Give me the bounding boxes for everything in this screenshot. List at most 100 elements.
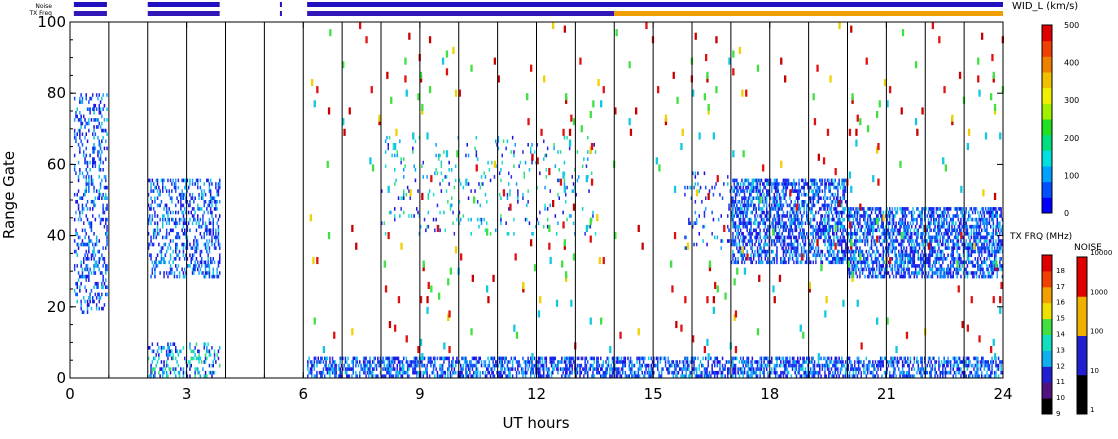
scatter-point: [891, 210, 894, 215]
scatter-point: [561, 367, 563, 371]
scatter-point: [706, 370, 708, 375]
scatter-point: [387, 143, 389, 147]
scatter-point: [908, 374, 910, 378]
scatter-point: [767, 210, 769, 215]
scatter-point: [806, 360, 808, 364]
scatter-point: [180, 203, 182, 208]
scatter-point: [199, 249, 202, 254]
scatter-point: [830, 356, 833, 361]
scatter-point: [864, 370, 866, 375]
scatter-point: [802, 214, 804, 218]
scatter-point: [900, 242, 903, 247]
scatter-point: [351, 367, 353, 371]
scatter-point: [903, 370, 905, 375]
scatter-point: [461, 367, 463, 371]
scatter-point: [440, 164, 443, 168]
scatter-point: [590, 171, 593, 176]
scatter-point: [808, 249, 811, 254]
scatter-point: [869, 221, 871, 225]
scatter-point: [533, 356, 536, 361]
scatter-point: [95, 189, 98, 193]
scatter-point: [158, 353, 160, 357]
scatter-point: [86, 303, 89, 307]
scatter-point: [804, 367, 807, 371]
scatter-point: [657, 360, 659, 364]
scatter-point: [90, 96, 93, 101]
scatter-point: [84, 135, 86, 140]
scatter-point: [751, 185, 754, 190]
scatter-point: [891, 267, 894, 272]
scatter-point: [861, 232, 864, 236]
scatter-point: [461, 374, 463, 378]
scatter-point: [84, 299, 86, 304]
scatter-point: [89, 207, 91, 211]
scatter-point: [168, 192, 170, 197]
scatter-point: [338, 367, 340, 371]
scatter-point: [150, 257, 152, 261]
scatter-point: [874, 360, 877, 364]
scatter-point: [80, 303, 82, 307]
scatter-point: [76, 253, 78, 257]
scatter-point: [774, 189, 777, 193]
scatter-point: [164, 253, 167, 257]
scatter-point: [316, 360, 318, 364]
scatter-point: [523, 171, 525, 176]
scatter-point: [413, 367, 415, 371]
scatter-point: [794, 189, 796, 193]
scatter-point: [498, 370, 501, 375]
scatter-point: [84, 192, 86, 197]
scatter-point: [543, 224, 545, 229]
scatter-point: [615, 370, 617, 375]
scatter-point: [942, 367, 944, 371]
scatter-point: [872, 370, 874, 375]
scatter-point: [763, 367, 765, 371]
scatter-point: [890, 239, 892, 243]
scatter-point: [856, 260, 859, 265]
scatter-point: [471, 374, 474, 378]
scatter-point: [707, 374, 709, 378]
scatter-point: [798, 221, 800, 225]
scatter-point: [797, 217, 799, 222]
scatter-point: [167, 346, 169, 350]
scatter-point: [566, 367, 568, 371]
scatter-point: [593, 356, 595, 361]
scatter-point: [797, 242, 799, 247]
scatter-point: [162, 189, 164, 193]
scatter-point: [147, 217, 150, 222]
scatter-point: [822, 363, 825, 368]
scatter-point: [829, 224, 831, 229]
scatter-point: [764, 200, 767, 204]
scatter-point: [99, 107, 102, 111]
scatter-point: [732, 232, 734, 236]
scatter-point: [854, 360, 856, 364]
noise-status-segment: [307, 2, 1003, 7]
scatter-point: [899, 356, 901, 361]
scatter-point: [101, 292, 103, 297]
scatter-point: [156, 253, 159, 257]
scatter-point: [949, 370, 952, 375]
scatter-point: [743, 221, 746, 225]
scatter-point: [647, 367, 650, 371]
scatter-point: [839, 224, 842, 229]
scatter-point: [866, 264, 869, 268]
scatter-point: [987, 360, 989, 364]
scatter-point: [887, 242, 890, 247]
scatter-point: [807, 203, 809, 208]
scatter-point: [776, 203, 778, 208]
scatter-point: [833, 217, 835, 222]
scatter-point: [813, 253, 816, 257]
scatter-point: [784, 178, 786, 183]
scatter-point: [828, 182, 830, 186]
scatter-point: [797, 189, 799, 193]
scatter-point: [860, 360, 862, 364]
scatter-point: [787, 257, 790, 261]
scatter-point: [209, 370, 212, 375]
scatter-point: [778, 232, 781, 236]
scatter-point: [986, 360, 988, 364]
scatter-point: [866, 207, 869, 211]
scatter-point: [856, 232, 859, 236]
scatter-point: [592, 210, 594, 215]
scatter-point: [771, 242, 773, 247]
scatter-point: [848, 217, 851, 222]
scatter-point: [830, 260, 833, 265]
